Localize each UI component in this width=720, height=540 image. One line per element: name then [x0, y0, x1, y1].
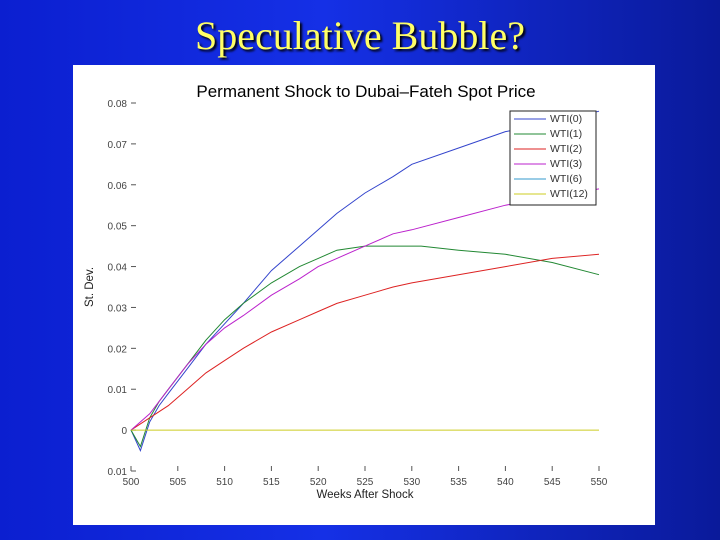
series-line [130, 188, 600, 431]
chart-title: Permanent Shock to Dubai–Fateh Spot Pric… [196, 82, 535, 101]
series-line [130, 110, 600, 452]
y-tick-label: 0.03 [108, 303, 128, 314]
legend-entry: WTI(1) [550, 128, 582, 140]
legend-entry: WTI(2) [550, 143, 582, 155]
legend-box [509, 110, 597, 206]
x-tick-label: 545 [544, 477, 561, 488]
x-tick-label: 510 [216, 477, 233, 488]
y-tick-label: 0.01 [108, 467, 128, 478]
y-axis-label: St. Dev. [84, 267, 96, 307]
series-layer [130, 110, 600, 452]
y-tick-label: 0.04 [108, 263, 128, 274]
x-tick-label: 540 [497, 477, 514, 488]
x-tick-label: 505 [169, 477, 186, 488]
legend-entry: WTI(3) [550, 158, 582, 170]
x-tick-label: 530 [403, 477, 420, 488]
x-tick-label: 535 [450, 477, 467, 488]
legend: WTI(0) WTI(1) WTI(2) WTI(3) WTI(6) WTI(12) [509, 110, 597, 206]
y-tick-label: 0.08 [108, 99, 128, 110]
y-tick-label: 0.05 [108, 222, 128, 233]
y-tick-label: 0.07 [108, 140, 128, 151]
y-tick-label: 0 [121, 426, 127, 437]
legend-entry: WTI(12) [550, 188, 588, 200]
x-tick-label: 520 [310, 477, 327, 488]
axes: 500 505 510 515 520 525 530 535 540 545 550 0.01 0 0.… [108, 99, 608, 488]
y-tick-label: 0.02 [108, 344, 128, 355]
legend-entry: WTI(6) [550, 173, 582, 185]
chart-figure: Permanent Shock to Dubai–Fateh Spot Pric… [73, 65, 655, 525]
series-line [130, 253, 600, 431]
x-tick-label: 550 [591, 477, 608, 488]
x-axis-label: Weeks After Shock [317, 489, 414, 501]
line-chart: Permanent Shock to Dubai–Fateh Spot Pric… [84, 82, 608, 501]
legend-entry: WTI(0) [550, 113, 582, 125]
x-tick-label: 525 [357, 477, 374, 488]
y-tick-label: 0.01 [108, 385, 128, 396]
x-tick-label: 515 [263, 477, 280, 488]
x-tick-label: 500 [123, 477, 140, 488]
slide-title: Speculative Bubble? [195, 13, 525, 58]
y-tick-label: 0.06 [108, 181, 128, 192]
